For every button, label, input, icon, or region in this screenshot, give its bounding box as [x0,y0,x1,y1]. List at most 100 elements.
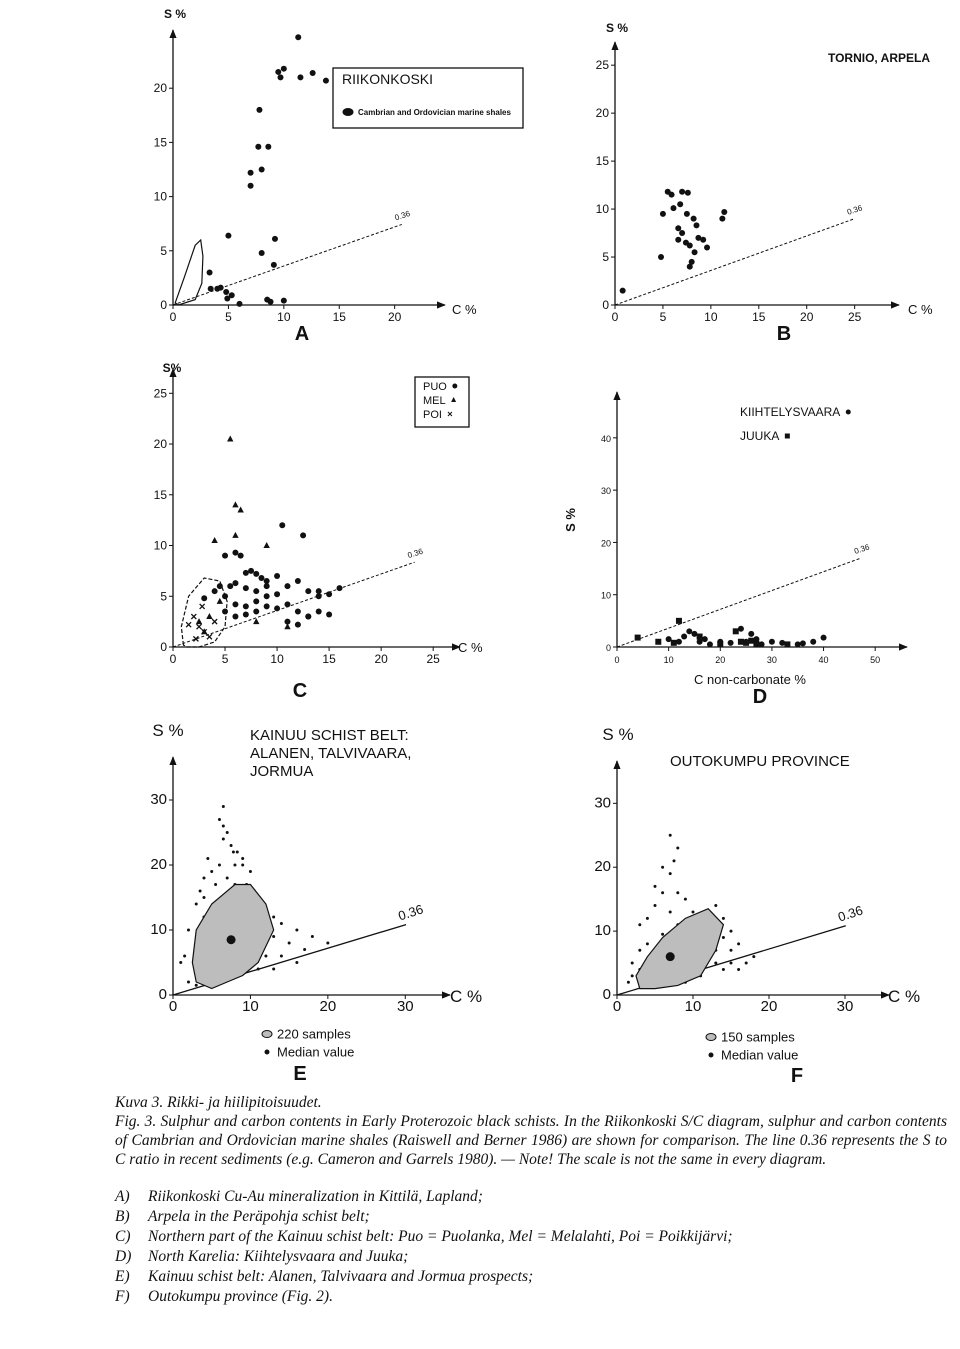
point [216,597,224,604]
x-tick-label: 20 [388,310,402,324]
point [232,580,239,587]
point [737,942,741,946]
point [696,633,703,640]
point [287,941,291,945]
y-tick-label: 0 [603,986,611,1003]
point [752,955,756,959]
point [315,593,322,600]
legend-label: Median value [277,1045,354,1060]
point [300,532,307,539]
point [820,634,827,641]
point [211,588,218,595]
x-tick-label: 50 [870,655,880,665]
legend-box [414,376,470,428]
point [196,623,202,630]
point [225,232,232,239]
point [279,954,283,958]
x-axis-label: C % [458,640,483,655]
legend-swatch [845,409,851,415]
point [232,549,239,556]
point [743,639,750,646]
point [737,638,744,645]
y-tick-label: 20 [150,856,167,873]
point [686,628,693,635]
legend-swatch [708,1052,714,1058]
panel-label: B [777,323,791,345]
point [626,980,630,984]
legend-label: KIIHTELYSVAARA [740,405,840,419]
point [275,68,282,75]
point [681,633,688,640]
y-tick-label: 30 [150,791,167,808]
legend-label: Cambrian and Ordovician marine shales [358,108,511,117]
point [721,936,725,939]
point [258,166,265,173]
caption-item-label: E) [115,1268,130,1285]
point [236,300,243,307]
point [706,641,713,648]
caption-item: A) Riikonkoski Cu-Au mineralization in Ki… [115,1187,947,1207]
point [206,857,210,860]
legend-swatch [342,108,354,116]
chart-title: TORNIO, ARPELA [828,51,930,65]
point [263,578,270,585]
caption-item: F) Outokumpu province (Fig. 2). [115,1287,947,1307]
point [284,623,291,630]
point [721,967,725,971]
y-tick-label: 30 [594,794,611,811]
point [655,638,662,645]
y-tick-label: 20 [154,81,168,95]
point [221,824,225,828]
point [248,870,252,873]
caption-item-label: A) [115,1188,130,1205]
point [322,77,329,84]
point [315,588,322,595]
y-tick-label: 0 [160,640,167,654]
y-axis-label: S % [152,721,183,740]
point [232,501,239,508]
y-axis-label: S % [164,7,186,21]
point [274,605,281,612]
legend-label: MEL [423,395,446,407]
point [190,613,197,620]
point [645,942,649,946]
point [326,591,333,598]
x-tick-label: 0 [170,310,177,324]
point [634,634,641,641]
point [229,844,233,847]
point [295,34,302,41]
x-tick-label: 10 [704,310,718,324]
point [280,65,287,72]
point [753,640,760,647]
point [274,572,281,579]
legend-swatch [784,433,790,439]
point [186,928,190,932]
caption-finnish: Kuva 3. Rikki- ja hiilipitoisuudet. [115,1094,322,1111]
point [645,916,649,920]
point [242,569,249,576]
point [294,578,301,585]
point [206,269,213,276]
point [224,295,231,302]
point [638,948,642,952]
caption-item-text: North Karelia: Kiihtelysvaara and Juuka; [148,1248,409,1265]
point [691,910,695,914]
point [258,574,265,581]
point [675,617,682,624]
x-tick-label: 10 [685,998,702,1015]
chart-title: JORMUA [250,763,313,780]
point [264,954,268,958]
point [744,961,748,965]
panel-label: E [293,1063,306,1085]
y-tick-label: 20 [596,106,610,120]
panel-label: C [293,680,307,702]
y-tick-label: 10 [154,190,168,204]
point [732,628,739,635]
point [194,902,198,906]
x-tick-label: 15 [333,310,347,324]
point [670,639,677,646]
point [717,641,724,648]
point [263,583,270,590]
point [247,182,254,189]
x-tick-label: 0 [614,655,619,665]
